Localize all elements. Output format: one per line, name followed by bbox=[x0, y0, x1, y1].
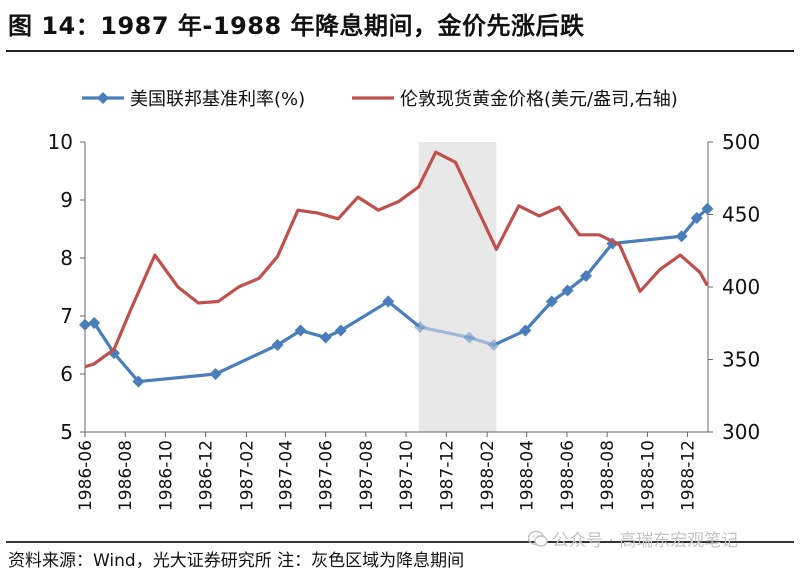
right-tick-label: 450 bbox=[722, 203, 760, 227]
series-line-segment bbox=[417, 324, 498, 347]
right-tick-label: 350 bbox=[722, 348, 760, 372]
left-axis-ticks: 5 6 7 8 9 10 bbox=[48, 130, 85, 444]
left-tick-label: 9 bbox=[60, 188, 73, 212]
data-point bbox=[413, 321, 426, 334]
series-1 bbox=[79, 202, 714, 388]
x-tick-label: 1986-12 bbox=[197, 440, 217, 511]
wechat-icon bbox=[528, 530, 548, 547]
series-line-segment bbox=[84, 299, 420, 384]
figure-title: 图 14：1987 年-1988 年降息期间，金价先涨后跌 bbox=[8, 12, 585, 40]
data-point bbox=[209, 368, 222, 380]
data-point bbox=[487, 339, 500, 351]
watermark: 公众号 · 高瑞东宏观笔记 bbox=[528, 526, 738, 551]
x-tick-label: 1988-02 bbox=[478, 440, 498, 511]
title-divider bbox=[6, 50, 794, 52]
data-point bbox=[545, 295, 558, 308]
series-line-segment bbox=[84, 150, 709, 369]
x-tick-label: 1988-04 bbox=[518, 440, 538, 511]
left-tick-label: 6 bbox=[60, 362, 73, 386]
data-point bbox=[334, 324, 347, 337]
watermark-text: 公众号 · 高瑞东宏观笔记 bbox=[552, 531, 739, 551]
data-point bbox=[580, 269, 593, 282]
x-tick-label: 1987-06 bbox=[317, 440, 337, 511]
data-point bbox=[690, 211, 703, 224]
legend: 美国联邦基准利率(%) 伦敦现货黄金价格(美元/盎司,右轴) bbox=[82, 89, 678, 110]
x-tick-label: 1988-12 bbox=[679, 440, 699, 511]
left-tick-label: 10 bbox=[48, 130, 73, 154]
source-note: 资料来源：Wind，光大证券研究所 注：灰色区域为降息期间 bbox=[8, 551, 465, 571]
shaded-cut-period bbox=[418, 142, 497, 432]
series-layer bbox=[79, 150, 714, 388]
right-tick-label: 500 bbox=[722, 130, 760, 154]
data-point bbox=[561, 284, 574, 297]
right-tick-label: 300 bbox=[722, 420, 760, 444]
legend-marker-fed-rate bbox=[97, 92, 109, 104]
x-axis-ticks: 1986-06 1986-08 1986-10 1986-12 1987-02 1987-… bbox=[76, 432, 699, 511]
data-point bbox=[519, 324, 532, 337]
data-point bbox=[463, 331, 476, 344]
data-point bbox=[382, 295, 395, 308]
data-point bbox=[294, 324, 307, 337]
right-tick-label: 400 bbox=[722, 275, 760, 299]
x-tick-label: 1987-04 bbox=[276, 440, 296, 511]
series-2 bbox=[84, 150, 709, 369]
x-tick-label: 1986-08 bbox=[116, 440, 136, 511]
data-point bbox=[88, 316, 101, 329]
x-tick-label: 1987-08 bbox=[357, 440, 377, 511]
bottom-divider bbox=[6, 541, 794, 543]
data-point bbox=[271, 339, 284, 351]
left-tick-label: 5 bbox=[60, 420, 73, 444]
data-point bbox=[675, 230, 688, 243]
data-point bbox=[701, 202, 714, 215]
left-tick-label: 7 bbox=[60, 304, 73, 328]
legend-label-gold: 伦敦现货黄金价格(美元/盎司,右轴) bbox=[400, 89, 678, 110]
right-axis-ticks: 300 350 400 450 500 bbox=[708, 130, 760, 444]
data-point bbox=[132, 375, 145, 388]
x-tick-label: 1988-08 bbox=[598, 440, 618, 511]
left-tick-label: 8 bbox=[60, 246, 73, 270]
x-tick-label: 1986-10 bbox=[156, 440, 176, 511]
x-tick-label: 1987-02 bbox=[238, 440, 258, 511]
series-line-segment bbox=[495, 207, 709, 346]
data-point bbox=[319, 331, 332, 344]
x-tick-label: 1988-10 bbox=[638, 440, 658, 511]
x-tick-label: 1986-06 bbox=[76, 440, 96, 511]
x-tick-label: 1987-12 bbox=[437, 440, 457, 511]
x-tick-label: 1988-06 bbox=[558, 440, 578, 511]
x-tick-label: 1987-10 bbox=[397, 440, 417, 511]
legend-label-fed-rate: 美国联邦基准利率(%) bbox=[130, 89, 305, 110]
data-point bbox=[79, 318, 91, 331]
